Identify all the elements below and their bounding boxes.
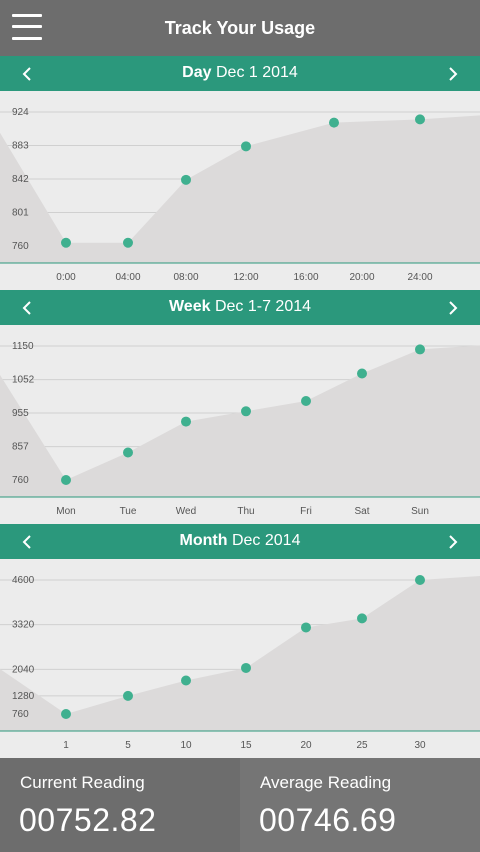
average-reading-value: 00746.69 bbox=[259, 802, 397, 838]
week-xtick-label: Sat bbox=[354, 506, 369, 517]
menu-icon[interactable] bbox=[12, 13, 42, 41]
month-xtick-label: 20 bbox=[300, 740, 312, 751]
chevron-left-icon bbox=[22, 67, 31, 81]
day-chart-svg: 760 801 842 883 924 0:00 04:00 08:00 12:00 16:00 2… bbox=[0, 107, 480, 283]
week-period-label: Week bbox=[168, 298, 211, 315]
week-xtick-label: Mon bbox=[56, 506, 75, 517]
month-data-point[interactable] bbox=[123, 690, 133, 701]
week-prev-button[interactable] bbox=[10, 290, 46, 325]
day-xtick-label: 16:00 bbox=[293, 272, 318, 283]
chevron-right-icon bbox=[449, 67, 458, 81]
chevron-right-icon bbox=[449, 535, 458, 549]
current-reading-label: Current Reading bbox=[20, 773, 145, 792]
week-ytick-label: 1150 bbox=[12, 341, 34, 352]
week-data-point[interactable] bbox=[301, 395, 311, 406]
week-chart: 760 857 955 1052 1150 Mon Tue Wed Thu Fri Sat Sun bbox=[0, 325, 480, 524]
day-ytick-label: 883 bbox=[12, 141, 29, 152]
month-data-point[interactable] bbox=[415, 575, 425, 585]
day-xtick-label: 08:00 bbox=[173, 272, 198, 283]
week-data-point[interactable] bbox=[241, 406, 251, 417]
month-xtick-label: 1 bbox=[63, 740, 69, 751]
month-ytick-label: 760 bbox=[12, 709, 29, 720]
month-ytick-label: 3320 bbox=[12, 620, 35, 631]
month-range-label: Dec 2014 bbox=[231, 532, 301, 549]
day-data-point[interactable] bbox=[415, 114, 425, 125]
week-data-point[interactable] bbox=[415, 344, 425, 355]
month-xtick-label: 10 bbox=[180, 740, 192, 751]
month-data-point[interactable] bbox=[61, 709, 71, 719]
day-section-header: Day Dec 1 2014 bbox=[0, 56, 480, 91]
day-xtick-label: 04:00 bbox=[115, 272, 140, 283]
week-xtick-label: Sun bbox=[411, 506, 429, 517]
month-section-header: Month Dec 2014 bbox=[0, 524, 480, 559]
chevron-left-icon bbox=[22, 535, 31, 549]
month-data-point[interactable] bbox=[301, 622, 311, 633]
month-title: Month Dec 2014 bbox=[0, 524, 480, 557]
day-data-point[interactable] bbox=[241, 141, 251, 152]
chevron-left-icon bbox=[22, 301, 31, 315]
chevron-right-icon bbox=[449, 301, 458, 315]
current-reading-value: 00752.82 bbox=[19, 802, 157, 838]
month-period-label: Month bbox=[179, 532, 228, 549]
page-title: Track Your Usage bbox=[164, 18, 316, 38]
month-xtick-label: 15 bbox=[240, 740, 252, 751]
month-chart: 760 1280 2040 3320 4600 1 5 10 15 20 25 30 bbox=[0, 559, 480, 758]
week-next-button[interactable] bbox=[436, 290, 472, 325]
app-header: Track Your Usage bbox=[0, 0, 480, 56]
week-ytick-label: 857 bbox=[12, 442, 29, 453]
day-xtick-label: 0:00 bbox=[56, 272, 76, 283]
month-xtick-label: 25 bbox=[356, 740, 368, 751]
month-data-point[interactable] bbox=[181, 675, 191, 686]
day-xtick-label: 12:00 bbox=[233, 272, 258, 283]
week-ytick-label: 760 bbox=[12, 475, 29, 486]
day-period-label: Day bbox=[182, 64, 212, 81]
week-xtick-label: Thu bbox=[237, 506, 254, 517]
month-area bbox=[0, 576, 480, 731]
month-xtick-label: 5 bbox=[125, 740, 131, 751]
week-ytick-label: 1052 bbox=[12, 375, 35, 386]
day-chart: 760 801 842 883 924 0:00 04:00 08:00 12:00 16:00 2… bbox=[0, 91, 480, 290]
day-data-point[interactable] bbox=[329, 117, 339, 128]
day-prev-button[interactable] bbox=[10, 56, 46, 91]
day-range-label: Dec 1 2014 bbox=[215, 64, 298, 81]
week-xtick-label: Tue bbox=[120, 506, 137, 517]
day-xtick-label: 24:00 bbox=[407, 272, 432, 283]
month-data-point[interactable] bbox=[357, 613, 367, 624]
day-title: Day Dec 1 2014 bbox=[0, 56, 480, 89]
month-data-point[interactable] bbox=[241, 662, 251, 673]
day-ytick-label: 801 bbox=[12, 208, 29, 219]
week-data-point[interactable] bbox=[357, 368, 367, 379]
month-prev-button[interactable] bbox=[10, 524, 46, 559]
week-xtick-label: Fri bbox=[300, 506, 312, 517]
day-ytick-label: 842 bbox=[12, 174, 29, 185]
readings-footer: Current Reading 00752.82 Average Reading… bbox=[0, 758, 480, 852]
day-ytick-label: 924 bbox=[12, 107, 29, 118]
day-ytick-label: 760 bbox=[12, 241, 29, 252]
day-area bbox=[0, 115, 480, 263]
average-reading-label: Average Reading bbox=[260, 773, 392, 792]
average-reading-card: Average Reading 00746.69 bbox=[240, 758, 480, 852]
current-reading-card: Current Reading 00752.82 bbox=[0, 758, 240, 852]
month-ytick-label: 2040 bbox=[12, 664, 35, 675]
week-data-point[interactable] bbox=[181, 416, 191, 427]
day-data-point[interactable] bbox=[61, 237, 71, 248]
day-next-button[interactable] bbox=[436, 56, 472, 91]
week-ytick-label: 955 bbox=[12, 408, 29, 419]
week-xtick-label: Wed bbox=[176, 506, 196, 517]
week-data-point[interactable] bbox=[61, 475, 71, 485]
week-data-point[interactable] bbox=[123, 447, 133, 458]
month-ytick-label: 1280 bbox=[12, 691, 35, 702]
month-next-button[interactable] bbox=[436, 524, 472, 559]
month-ytick-label: 4600 bbox=[12, 575, 35, 586]
week-chart-svg: 760 857 955 1052 1150 Mon Tue Wed Thu Fri Sat Sun bbox=[0, 341, 480, 517]
week-range-label: Dec 1-7 2014 bbox=[214, 298, 312, 315]
month-xtick-label: 30 bbox=[414, 740, 426, 751]
week-area bbox=[0, 345, 480, 497]
week-title: Week Dec 1-7 2014 bbox=[0, 290, 480, 323]
day-data-point[interactable] bbox=[123, 237, 133, 248]
day-data-point[interactable] bbox=[181, 174, 191, 185]
day-xtick-label: 20:00 bbox=[349, 272, 374, 283]
week-section-header: Week Dec 1-7 2014 bbox=[0, 290, 480, 325]
